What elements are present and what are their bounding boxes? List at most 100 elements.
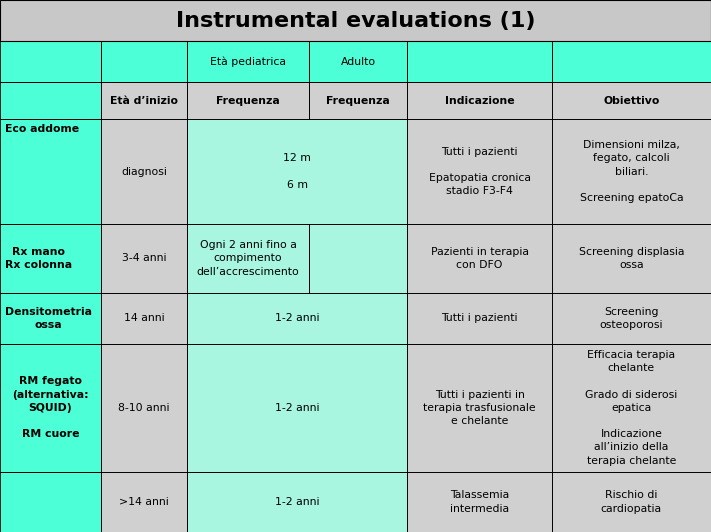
Bar xyxy=(187,344,407,472)
Bar xyxy=(0,224,101,293)
Bar xyxy=(407,82,552,119)
Text: Obiettivo: Obiettivo xyxy=(603,96,660,106)
Bar xyxy=(187,293,407,344)
Bar xyxy=(552,472,711,532)
Bar xyxy=(187,224,309,293)
Bar xyxy=(407,344,552,472)
Bar xyxy=(0,119,101,224)
Text: Dimensioni milza,
fegato, calcoli
biliari.

Screening epatoCa: Dimensioni milza, fegato, calcoli biliar… xyxy=(579,140,683,203)
Text: Tutti i pazienti

Epatopatia cronica
stadio F3-F4: Tutti i pazienti Epatopatia cronica stad… xyxy=(429,147,530,196)
Text: Eco addome: Eco addome xyxy=(5,123,79,134)
Bar xyxy=(187,344,407,472)
Text: 1-2 anni: 1-2 anni xyxy=(275,497,319,507)
Bar xyxy=(407,41,552,82)
Text: Pazienti in terapia
con DFO: Pazienti in terapia con DFO xyxy=(431,247,528,270)
Bar xyxy=(101,293,187,344)
Bar xyxy=(0,472,101,532)
Bar xyxy=(309,224,407,293)
Bar xyxy=(187,472,407,532)
Text: Età d’inizio: Età d’inizio xyxy=(110,96,178,106)
Text: >14 anni: >14 anni xyxy=(119,497,169,507)
Bar xyxy=(552,119,711,224)
Bar xyxy=(101,472,187,532)
Bar xyxy=(0,119,101,224)
Bar xyxy=(407,344,552,472)
Text: Screening displasia
ossa: Screening displasia ossa xyxy=(579,247,684,270)
Bar xyxy=(0,224,101,293)
Bar xyxy=(407,472,552,532)
Bar xyxy=(187,82,309,119)
Bar xyxy=(101,82,187,119)
Text: Frequenza: Frequenza xyxy=(326,96,390,106)
Bar xyxy=(309,82,407,119)
Bar xyxy=(187,293,407,344)
Bar xyxy=(0,344,101,472)
Bar xyxy=(0,0,711,41)
Text: Frequenza: Frequenza xyxy=(216,96,280,106)
Text: Rx mano
Rx colonna: Rx mano Rx colonna xyxy=(5,247,72,270)
Text: 1-2 anni: 1-2 anni xyxy=(275,313,319,323)
Bar xyxy=(0,41,101,82)
Bar xyxy=(407,224,552,293)
Bar xyxy=(407,472,552,532)
Bar xyxy=(101,224,187,293)
Text: Screening
osteoporosi: Screening osteoporosi xyxy=(599,306,663,330)
Bar xyxy=(407,293,552,344)
Bar xyxy=(0,0,711,41)
Bar xyxy=(101,472,187,532)
Bar xyxy=(552,293,711,344)
Bar xyxy=(552,344,711,472)
Text: 12 m

6 m: 12 m 6 m xyxy=(283,153,311,190)
Bar xyxy=(309,41,407,82)
Text: 14 anni: 14 anni xyxy=(124,313,164,323)
Text: Efficacia terapia
chelante

Grado di siderosi
epatica

Indicazione
all’inizio de: Efficacia terapia chelante Grado di side… xyxy=(585,350,678,466)
Bar xyxy=(187,119,407,224)
Text: Tutti i pazienti: Tutti i pazienti xyxy=(442,313,518,323)
Bar xyxy=(407,119,552,224)
Bar xyxy=(101,119,187,224)
Text: Talassemia
intermedia: Talassemia intermedia xyxy=(450,491,509,514)
Bar xyxy=(407,224,552,293)
Text: diagnosi: diagnosi xyxy=(121,167,167,177)
Bar xyxy=(101,41,187,82)
Text: Indicazione: Indicazione xyxy=(445,96,514,106)
Bar xyxy=(187,41,309,82)
Text: 1-2 anni: 1-2 anni xyxy=(275,403,319,413)
Bar xyxy=(552,41,711,82)
Text: RM fegato
(alternativa:
SQUID)

RM cuore: RM fegato (alternativa: SQUID) RM cuore xyxy=(12,377,89,439)
Text: Densitometria
ossa: Densitometria ossa xyxy=(5,306,92,330)
Bar xyxy=(552,119,711,224)
Bar xyxy=(552,82,711,119)
Bar xyxy=(101,344,187,472)
Bar xyxy=(552,41,711,82)
Text: 8-10 anni: 8-10 anni xyxy=(118,403,170,413)
Bar xyxy=(552,293,711,344)
Bar xyxy=(101,344,187,472)
Text: Adulto: Adulto xyxy=(341,57,376,67)
Bar xyxy=(0,344,101,472)
Bar xyxy=(407,41,552,82)
Bar xyxy=(0,472,101,532)
Bar xyxy=(407,119,552,224)
Bar xyxy=(552,344,711,472)
Bar xyxy=(187,472,407,532)
Text: Tutti i pazienti in
terapia trasfusionale
e chelante: Tutti i pazienti in terapia trasfusional… xyxy=(423,389,536,426)
Bar xyxy=(187,41,309,82)
Bar xyxy=(309,41,407,82)
Text: 3-4 anni: 3-4 anni xyxy=(122,253,166,263)
Text: Età pediatrica: Età pediatrica xyxy=(210,56,286,67)
Bar xyxy=(0,293,101,344)
Bar xyxy=(552,472,711,532)
Bar xyxy=(101,119,187,224)
Bar xyxy=(552,224,711,293)
Bar xyxy=(552,82,711,119)
Bar xyxy=(552,224,711,293)
Bar xyxy=(101,224,187,293)
Bar xyxy=(407,82,552,119)
Bar xyxy=(101,82,187,119)
Bar xyxy=(187,224,309,293)
Bar xyxy=(0,82,101,119)
Bar xyxy=(101,41,187,82)
Bar xyxy=(0,41,101,82)
Bar xyxy=(187,82,309,119)
